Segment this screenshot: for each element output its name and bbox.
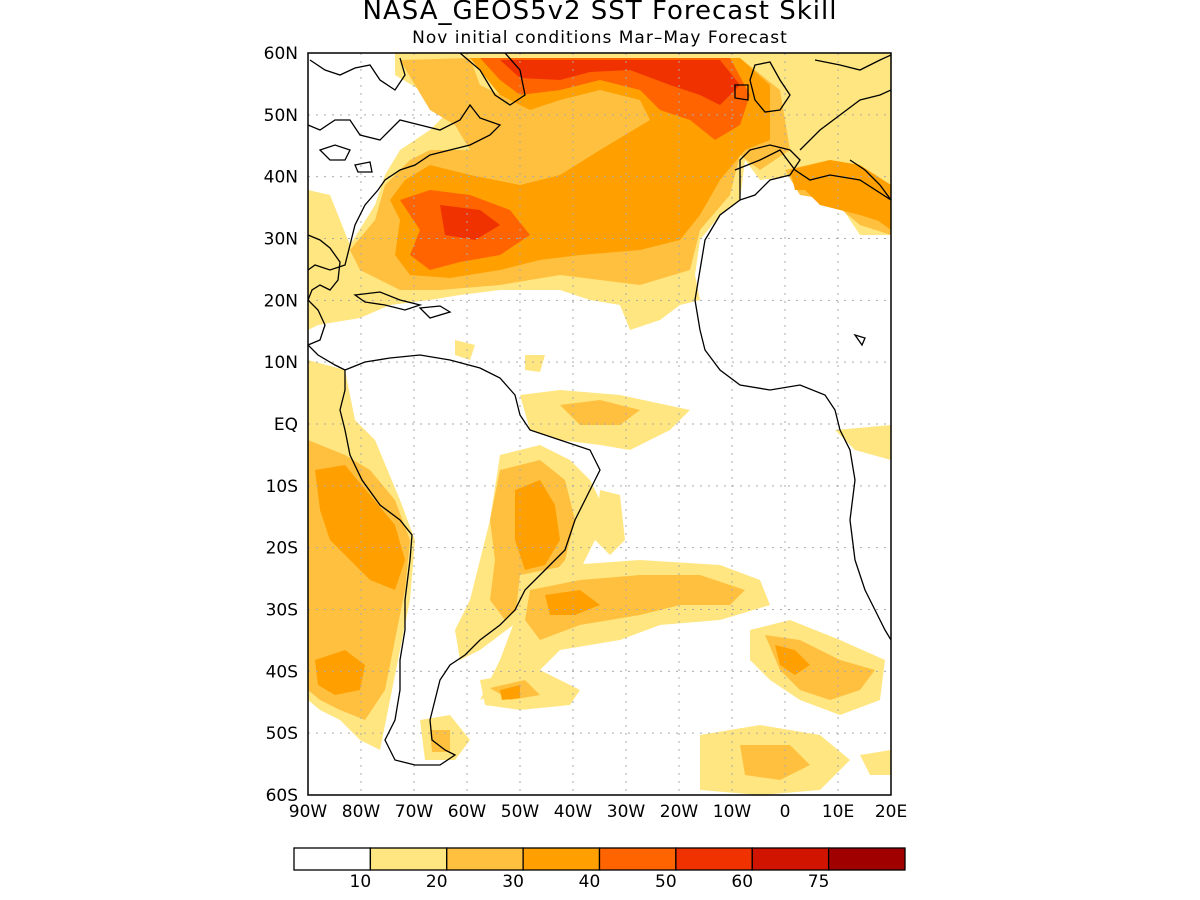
colorbar-tick-label: 10	[350, 872, 372, 892]
lon-label: 20E	[875, 802, 907, 822]
lon-label: 0	[780, 802, 791, 822]
coast-hispaniola	[418, 305, 452, 319]
coast-north-america	[308, 103, 502, 271]
skill-shading	[308, 53, 891, 795]
colorbar-swatch	[598, 847, 677, 871]
colorbar-swatch	[827, 847, 906, 871]
coast-south-america	[339, 354, 601, 766]
lat-label: 10S	[266, 477, 298, 497]
lat-label: 50N	[264, 106, 298, 126]
lat-label: 30N	[264, 230, 298, 250]
colorbar-tick-label: 60	[731, 872, 753, 892]
map-subtitle: Nov initial conditions Mar–May Forecast	[412, 28, 788, 48]
lon-label: 80W	[342, 802, 381, 822]
lon-label: 10W	[713, 802, 752, 822]
coast-great-lakes	[318, 144, 373, 173]
coast-madagascar-hint	[853, 333, 866, 347]
lat-label: EQ	[274, 415, 298, 435]
lat-label: 30S	[266, 601, 298, 621]
coast-florida-gulf	[308, 234, 341, 301]
skill-region-s-atlantic-band-30	[545, 590, 600, 615]
coast-iberia	[739, 144, 801, 201]
coast-italy	[849, 159, 891, 201]
lon-label: 70W	[395, 802, 434, 822]
skill-region-eq-atlantic-20	[560, 400, 640, 425]
skill-region-mediterranean	[790, 160, 891, 230]
colorbar-swatch	[522, 847, 601, 871]
skill-region-se-pacific-30	[315, 465, 405, 695]
colorbar-tick-label: 20	[426, 872, 448, 892]
skill-region-southern-1	[420, 620, 891, 795]
lon-label: 40W	[554, 802, 593, 822]
colorbar-swatch	[675, 847, 753, 871]
plot-frame	[307, 52, 892, 796]
lat-label: 20N	[264, 291, 298, 311]
colorbar-tick-label: 40	[579, 872, 601, 892]
lon-label: 10E	[822, 802, 854, 822]
lon-axis-labels: 90W 80W 70W 60W 50W 40W 30W 20W 10W 0 10E 20E	[289, 802, 907, 822]
colorbar-swatch	[446, 847, 524, 871]
lat-axis-labels: 60N 50N 40N 30N 20N 10N EQ 10S 20S 30S 40S 50S 60S	[264, 44, 298, 806]
skill-region-southern-3	[500, 645, 810, 700]
lon-label: 50W	[501, 802, 540, 822]
colorbar-swatch	[369, 847, 448, 871]
colorbar: 10 20 30 40 50 60 75	[293, 847, 906, 892]
lon-label: 60W	[448, 802, 487, 822]
lat-label: 40S	[266, 662, 298, 682]
lat-label: 40N	[264, 168, 298, 188]
lon-label: 90W	[289, 802, 328, 822]
coastlines	[308, 53, 891, 766]
colorbar-tick-label: 75	[808, 872, 830, 892]
lat-label: 60S	[266, 786, 298, 806]
lat-label: 20S	[266, 539, 298, 559]
lat-label: 60N	[264, 44, 298, 64]
coast-africa	[694, 149, 891, 641]
coast-cuba	[353, 291, 423, 311]
colorbar-swatch	[293, 847, 372, 871]
lat-label: 10N	[264, 353, 298, 373]
lon-label: 20W	[660, 802, 699, 822]
lat-label: 50S	[266, 724, 298, 744]
skill-region-n-atlantic-50	[440, 60, 740, 240]
lon-label: 30W	[607, 802, 646, 822]
coast-central-america	[308, 299, 346, 371]
map-title: NASA_GEOS5v2 SST Forecast Skill	[362, 0, 838, 26]
colorbar-tick-label: 50	[655, 872, 677, 892]
colorbar-swatch	[751, 847, 830, 871]
colorbar-tick-label: 30	[502, 872, 524, 892]
skill-region-eq-atlantic	[455, 340, 891, 460]
coast-greenland-canada	[309, 53, 526, 106]
coast-uk	[734, 61, 791, 113]
coast-europe	[799, 54, 891, 151]
